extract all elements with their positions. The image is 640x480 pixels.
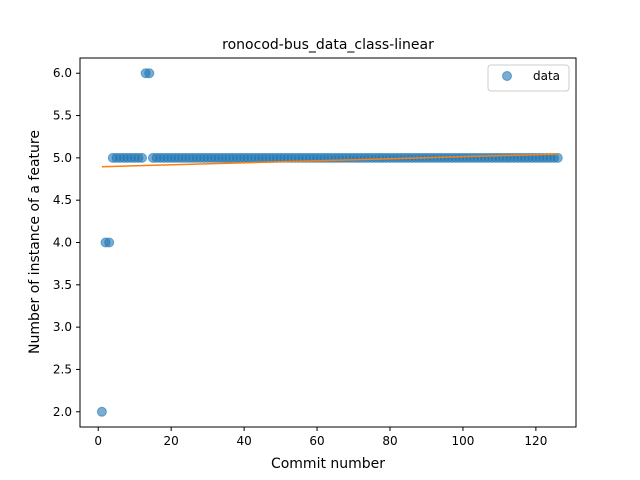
y-tick-label: 2.5 bbox=[53, 362, 72, 376]
data-point bbox=[552, 152, 563, 163]
y-tick-label: 4.0 bbox=[53, 236, 72, 250]
y-tick-label: 5.0 bbox=[53, 151, 72, 165]
y-axis: 2.0 2.5 3.0 3.5 4.0 4.5 5.0 5.5 6.0 bbox=[53, 66, 80, 419]
y-tick-label: 3.5 bbox=[53, 278, 72, 292]
x-tick-label: 40 bbox=[236, 434, 251, 448]
x-axis-label: Commit number bbox=[271, 456, 385, 472]
x-tick-label: 60 bbox=[309, 434, 324, 448]
x-tick-label: 100 bbox=[451, 434, 474, 448]
fit-line bbox=[101, 153, 558, 168]
y-tick-label: 3.0 bbox=[53, 320, 72, 334]
legend-label-data: data bbox=[533, 69, 560, 83]
x-tick-label: 0 bbox=[94, 434, 102, 448]
legend: data bbox=[487, 64, 570, 92]
chart-title: ronocod-bus_data_class-linear bbox=[222, 37, 434, 53]
x-tick-label: 120 bbox=[524, 434, 547, 448]
x-tick-label: 20 bbox=[164, 434, 179, 448]
y-tick-label: 6.0 bbox=[53, 66, 72, 80]
data-point bbox=[137, 152, 147, 163]
plot-area bbox=[96, 68, 563, 417]
data-point bbox=[96, 406, 107, 417]
y-axis-label: Number of instance of a feature bbox=[27, 130, 43, 354]
data-point bbox=[104, 237, 115, 248]
legend-marker-data bbox=[502, 71, 512, 81]
y-tick-label: 4.5 bbox=[53, 193, 72, 207]
data-point bbox=[144, 68, 155, 79]
y-tick-label: 5.5 bbox=[53, 109, 72, 123]
x-tick-label: 80 bbox=[382, 434, 397, 448]
y-tick-label: 2.0 bbox=[53, 405, 72, 419]
x-axis: 0 20 40 60 80 100 120 bbox=[94, 427, 547, 448]
